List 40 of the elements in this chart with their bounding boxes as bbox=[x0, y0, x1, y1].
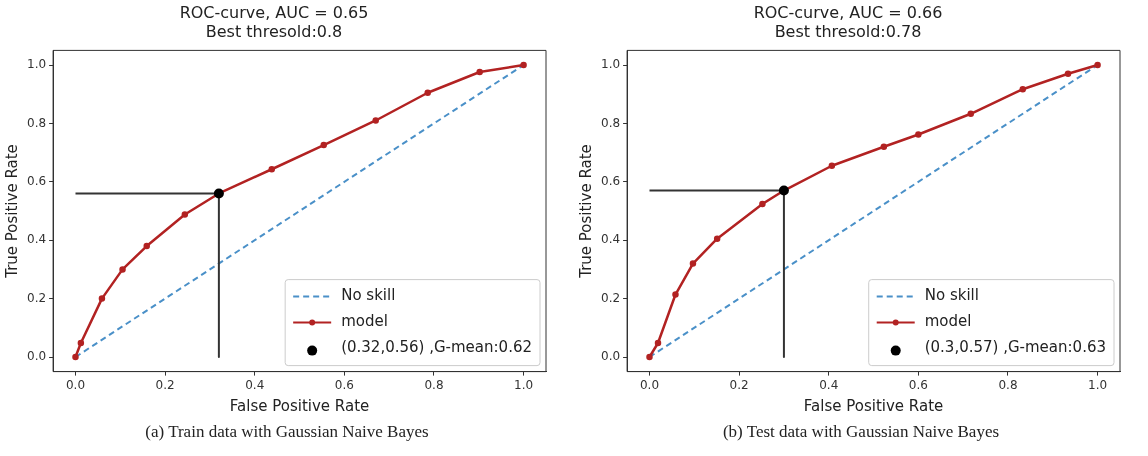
text: (b) Test data with Gaussian Naive Bayes bbox=[721, 422, 1001, 442]
chart-title: ROC-curve, AUC = 0.65 bbox=[179, 2, 369, 22]
x-tick-label: 0.0 bbox=[65, 377, 86, 392]
x-axis-title: False Positive Rate bbox=[803, 396, 944, 415]
y-tick-label: 0.8 bbox=[26, 115, 47, 130]
y-tick-label: 0.0 bbox=[26, 349, 47, 364]
x-tick-label: 0.8 bbox=[424, 377, 444, 392]
x-tick-label: 0.2 bbox=[155, 377, 175, 392]
y-tick-label: 1.0 bbox=[26, 57, 47, 72]
x-tick-label: 0.0 bbox=[639, 377, 660, 392]
x-tick-label: 0.4 bbox=[819, 377, 839, 392]
y-tick-label: 0.6 bbox=[600, 173, 621, 188]
legend-label: No skill bbox=[341, 286, 396, 305]
legend-label: (0.32,0.56) ,G-mean:0.62 bbox=[341, 338, 533, 357]
x-tick-label: 0.6 bbox=[908, 377, 928, 392]
x-tick-label: 1.0 bbox=[514, 377, 534, 392]
text: (a) Train data with Gaussian Naive Bayes bbox=[144, 422, 430, 442]
legend-label: No skill bbox=[924, 286, 979, 305]
x-tick-label: 0.8 bbox=[998, 377, 1018, 392]
y-tick-label: 0.2 bbox=[600, 290, 621, 305]
y-tick-label: 0.4 bbox=[26, 232, 47, 247]
y-tick-label: 0.6 bbox=[26, 173, 47, 188]
legend-label: (0.3,0.57) ,G-mean:0.63 bbox=[924, 338, 1107, 357]
x-axis-title: False Positive Rate bbox=[229, 396, 370, 415]
y-axis-title: True Positive Rate bbox=[2, 144, 21, 279]
y-tick-label: 0.2 bbox=[26, 290, 47, 305]
x-tick-label: 0.2 bbox=[729, 377, 749, 392]
x-tick-label: 1.0 bbox=[1088, 377, 1108, 392]
chart-subtitle: Best thresold:0.78 bbox=[774, 21, 922, 41]
y-tick-label: 0.0 bbox=[600, 349, 621, 364]
y-tick-label: 1.0 bbox=[600, 57, 621, 72]
chart-title: ROC-curve, AUC = 0.66 bbox=[753, 2, 943, 22]
y-tick-label: 0.4 bbox=[600, 232, 621, 247]
legend-label: model bbox=[924, 312, 972, 331]
chart-subtitle: Best thresold:0.8 bbox=[205, 21, 343, 41]
y-tick-label: 0.8 bbox=[600, 115, 621, 130]
legend-label: model bbox=[341, 312, 388, 331]
x-tick-label: 0.4 bbox=[245, 377, 265, 392]
y-axis-title: True Positive Rate bbox=[576, 144, 595, 279]
x-tick-label: 0.6 bbox=[334, 377, 354, 392]
